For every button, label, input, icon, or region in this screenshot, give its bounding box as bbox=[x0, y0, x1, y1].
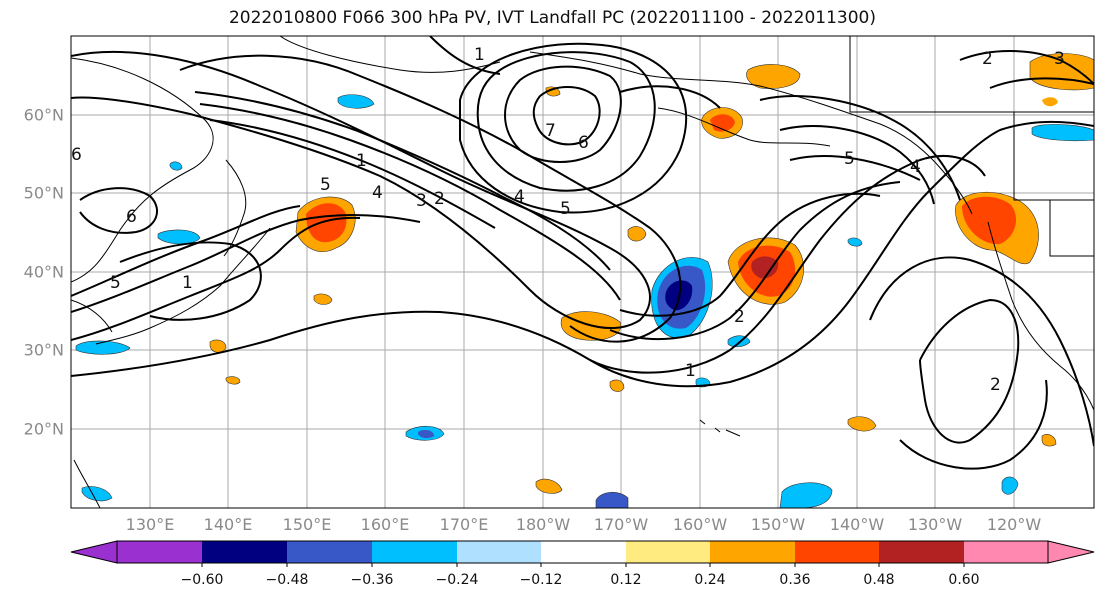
colorbar-bin bbox=[287, 541, 372, 563]
colorbar-label: 0.48 bbox=[863, 572, 895, 588]
lat-tick-label: 30°N bbox=[23, 340, 64, 360]
contour-label: 5 bbox=[320, 175, 331, 195]
colorbar-min-extend bbox=[70, 540, 118, 564]
lon-tick-label: 150°E bbox=[282, 515, 332, 534]
colorbar bbox=[70, 540, 1095, 567]
colorbar-label: −0.60 bbox=[180, 572, 224, 588]
lon-tick-label: 170°E bbox=[439, 515, 489, 534]
map-frame bbox=[70, 35, 1095, 509]
contour-label: 2 bbox=[434, 189, 445, 209]
colorbar-label: 0.60 bbox=[948, 572, 980, 588]
contour-label: 6 bbox=[578, 133, 589, 153]
contour-label: 1 bbox=[685, 361, 696, 381]
contour-label: 5 bbox=[560, 199, 571, 219]
colorbar-label: 0.24 bbox=[694, 572, 726, 588]
pv-contours bbox=[71, 36, 1094, 470]
contour-label: 2 bbox=[990, 375, 1001, 395]
contour-label: 5 bbox=[844, 149, 855, 169]
colorbar-bin bbox=[879, 541, 964, 563]
contour-label: 5 bbox=[110, 273, 121, 293]
contour-label: 4 bbox=[514, 187, 525, 207]
lon-tick-label: 130°W bbox=[907, 515, 963, 534]
pv-contour-labels: 1 1 1 1 2 2 2 2 3 3 4 4 4 5 5 5 5 6 6 6 … bbox=[71, 45, 1065, 395]
ivt-negative-anomalies bbox=[75, 94, 1094, 508]
colorbar-bin bbox=[117, 541, 202, 563]
contour-label: 3 bbox=[1054, 49, 1065, 69]
colorbar-bin bbox=[964, 541, 1048, 563]
colorbar-bin bbox=[626, 541, 710, 563]
contour-label: 4 bbox=[372, 183, 383, 203]
colorbar-bin bbox=[457, 541, 541, 563]
contour-label: 1 bbox=[182, 273, 193, 293]
colorbar-max-extend bbox=[1047, 540, 1095, 564]
contour-label: 2 bbox=[982, 49, 993, 69]
colorbar-label: −0.36 bbox=[350, 572, 394, 588]
colorbar-label: 0.36 bbox=[779, 572, 811, 588]
lat-tick-label: 50°N bbox=[23, 183, 64, 203]
contour-label: 7 bbox=[545, 121, 556, 141]
colorbar-label: 0.12 bbox=[610, 572, 642, 588]
lon-tick-label: 140°W bbox=[829, 515, 885, 534]
lon-tick-label: 140°E bbox=[203, 515, 253, 534]
contour-label: 1 bbox=[356, 151, 367, 171]
contour-label: 3 bbox=[416, 191, 427, 211]
contour-label: 6 bbox=[71, 145, 82, 165]
lon-tick-label: 130°E bbox=[125, 515, 175, 534]
lat-tick-label: 40°N bbox=[23, 262, 64, 282]
colorbar-bin bbox=[710, 541, 795, 563]
colorbar-label: −0.48 bbox=[265, 572, 309, 588]
colorbar-label: −0.12 bbox=[519, 572, 563, 588]
lon-tick-label: 150°W bbox=[750, 515, 806, 534]
lon-tick-label: 160°W bbox=[672, 515, 728, 534]
colorbar-bin bbox=[541, 541, 626, 563]
colorbar-bin bbox=[202, 541, 287, 563]
lon-tick-label: 120°W bbox=[986, 515, 1042, 534]
colorbar-bin bbox=[795, 541, 879, 563]
contour-label: 1 bbox=[474, 45, 485, 65]
colorbar-bin bbox=[372, 541, 457, 563]
contour-label: 6 bbox=[126, 207, 137, 227]
map-title: 2022010800 F066 300 hPa PV, IVT Landfall… bbox=[228, 8, 876, 28]
lat-tick-label: 60°N bbox=[23, 105, 64, 125]
coastlines bbox=[71, 36, 1094, 508]
lat-tick-label: 20°N bbox=[23, 419, 64, 439]
contour-label: 4 bbox=[910, 157, 921, 177]
graticule bbox=[71, 36, 1094, 508]
ivt-positive-anomalies bbox=[209, 53, 1094, 494]
lon-tick-label: 180°W bbox=[515, 515, 571, 534]
contour-label: 2 bbox=[734, 307, 745, 327]
colorbar-label: −0.24 bbox=[435, 572, 479, 588]
lon-tick-label: 160°E bbox=[360, 515, 410, 534]
lon-tick-label: 170°W bbox=[593, 515, 649, 534]
